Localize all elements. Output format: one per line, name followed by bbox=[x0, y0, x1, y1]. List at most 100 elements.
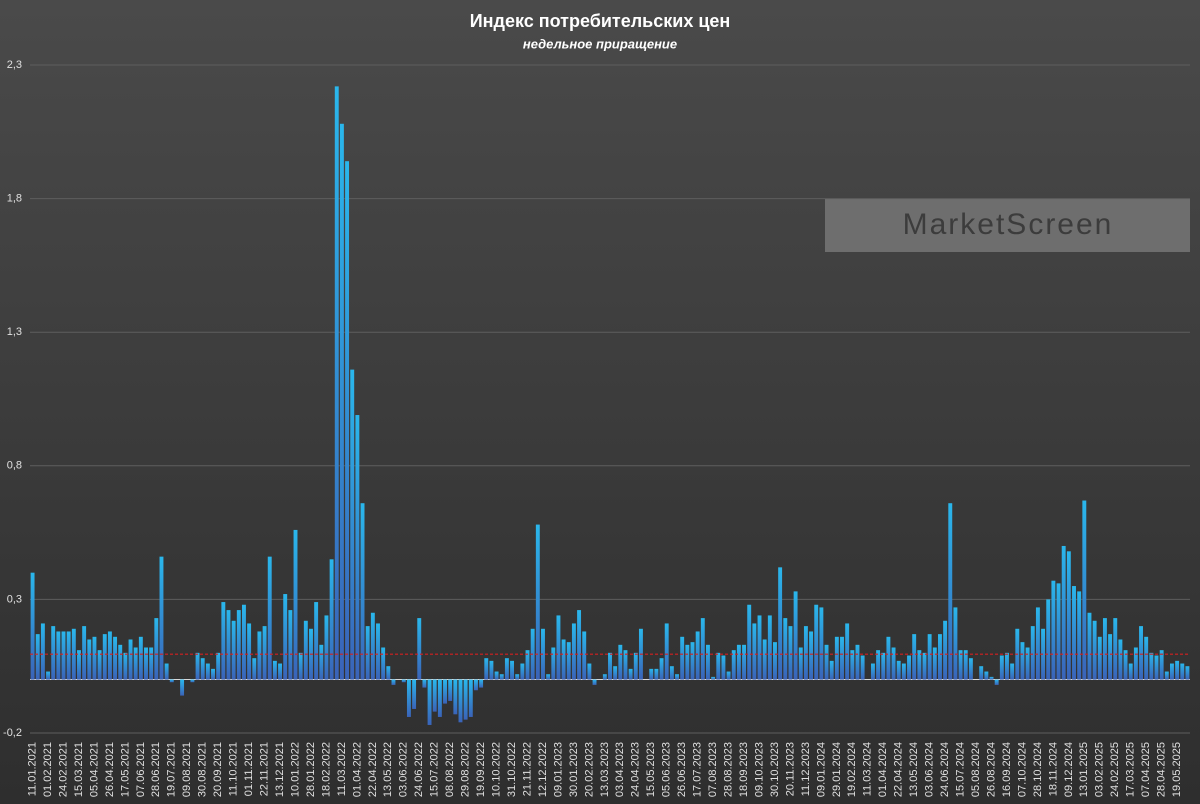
bar bbox=[716, 652, 721, 680]
bar bbox=[551, 647, 556, 680]
y-tick-label: -0,2 bbox=[3, 727, 22, 739]
bar bbox=[432, 679, 437, 712]
bar bbox=[154, 618, 159, 680]
x-tick-label: 30.08.2021 bbox=[197, 742, 209, 797]
bar bbox=[236, 610, 241, 680]
bar bbox=[221, 602, 226, 680]
bar bbox=[705, 644, 710, 680]
bar bbox=[473, 679, 478, 691]
bar bbox=[1149, 652, 1154, 680]
bar bbox=[654, 668, 659, 680]
bar bbox=[747, 604, 752, 680]
bar bbox=[376, 623, 380, 680]
x-tick-label: 22.04.2024 bbox=[893, 742, 905, 797]
y-tick-label: 0,3 bbox=[7, 593, 22, 605]
bar bbox=[1113, 618, 1118, 680]
bar bbox=[293, 529, 298, 680]
bar bbox=[525, 650, 530, 680]
bar bbox=[948, 503, 953, 680]
bar bbox=[979, 666, 984, 680]
bar bbox=[82, 626, 87, 680]
bar bbox=[613, 666, 618, 680]
bar bbox=[788, 626, 793, 680]
bar bbox=[535, 524, 540, 680]
x-tick-label: 15.05.2023 bbox=[645, 742, 657, 797]
x-tick-label: 31.10.2022 bbox=[506, 742, 518, 797]
bar bbox=[123, 652, 128, 680]
x-tick-label: 29.08.2022 bbox=[460, 742, 472, 797]
bar bbox=[252, 658, 257, 680]
bar bbox=[412, 679, 417, 709]
bar bbox=[834, 636, 839, 680]
bar bbox=[546, 674, 551, 680]
bar bbox=[675, 674, 679, 680]
bar bbox=[855, 644, 860, 680]
bar bbox=[324, 615, 329, 680]
bar bbox=[298, 652, 303, 680]
bar bbox=[587, 663, 592, 680]
x-tick-label: 05.04.2021 bbox=[88, 742, 100, 797]
bar bbox=[406, 679, 411, 717]
x-tick-label: 19.05.2025 bbox=[1171, 742, 1183, 797]
x-tick-label: 26.04.2021 bbox=[104, 742, 116, 797]
bar bbox=[711, 676, 716, 680]
bar bbox=[623, 650, 628, 680]
watermark-box bbox=[825, 199, 1190, 252]
x-tick-label: 28.08.2023 bbox=[722, 742, 734, 797]
x-tick-label: 17.03.2025 bbox=[1125, 742, 1137, 797]
bar bbox=[798, 647, 803, 680]
bar bbox=[278, 663, 283, 680]
bar bbox=[437, 679, 442, 717]
bar bbox=[649, 668, 654, 680]
bar bbox=[200, 658, 205, 680]
x-tick-label: 07.04.2025 bbox=[1140, 742, 1152, 797]
watermark: MarketScreen bbox=[903, 208, 1114, 241]
bar bbox=[608, 652, 612, 680]
bar bbox=[1051, 580, 1056, 680]
bar bbox=[736, 644, 741, 680]
x-tick-label: 13.12.2021 bbox=[274, 742, 286, 797]
bar bbox=[999, 655, 1004, 680]
x-tick-label: 26.06.2023 bbox=[676, 742, 688, 797]
bar bbox=[51, 626, 56, 680]
bar bbox=[211, 668, 215, 680]
x-tick-label: 08.08.2022 bbox=[444, 742, 456, 797]
x-tick-label: 12.12.2022 bbox=[537, 742, 549, 797]
bar bbox=[345, 161, 350, 680]
x-tick-label: 13.05.2022 bbox=[382, 742, 394, 797]
x-tick-label: 09.10.2023 bbox=[753, 742, 765, 797]
x-tick-label: 11.03.2024 bbox=[862, 742, 874, 796]
bar bbox=[1180, 663, 1185, 680]
bar bbox=[1061, 545, 1066, 680]
x-tick-label: 28.10.2024 bbox=[1032, 742, 1044, 797]
bar bbox=[1035, 607, 1040, 680]
bar bbox=[896, 660, 901, 680]
chart-subtitle: недельное приращение bbox=[523, 36, 677, 51]
bar bbox=[448, 679, 453, 701]
bar bbox=[494, 671, 499, 680]
bar bbox=[963, 650, 968, 680]
x-tick-label: 28.01.2022 bbox=[305, 742, 317, 797]
bar bbox=[582, 631, 587, 680]
bar bbox=[943, 620, 948, 680]
x-tick-label: 05.06.2023 bbox=[661, 742, 673, 797]
bar bbox=[571, 623, 576, 680]
bar bbox=[463, 679, 468, 720]
bar bbox=[319, 644, 324, 680]
bar bbox=[159, 556, 164, 680]
bar bbox=[360, 503, 365, 680]
bar bbox=[401, 679, 406, 683]
bar bbox=[876, 650, 881, 680]
bar bbox=[566, 642, 571, 680]
x-tick-label: 03.04.2023 bbox=[614, 742, 626, 797]
bar bbox=[561, 639, 566, 680]
bar bbox=[499, 674, 504, 680]
bar bbox=[886, 636, 891, 680]
x-tick-label: 07.08.2023 bbox=[707, 742, 719, 797]
x-tick-label: 13.05.2024 bbox=[908, 742, 920, 797]
bar bbox=[133, 647, 138, 680]
bar bbox=[87, 639, 92, 680]
bar bbox=[92, 636, 97, 680]
